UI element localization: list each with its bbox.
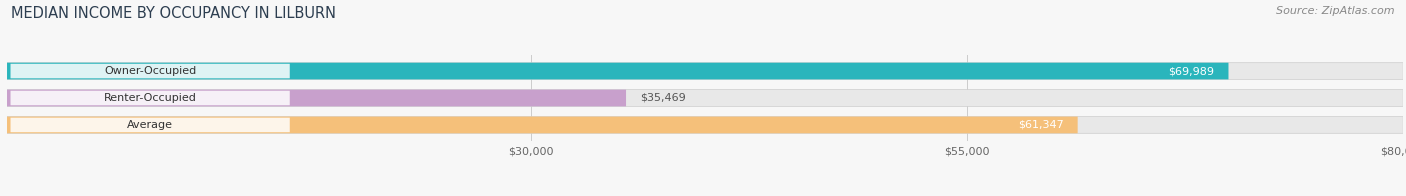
FancyBboxPatch shape bbox=[7, 90, 626, 106]
FancyBboxPatch shape bbox=[7, 63, 1403, 79]
FancyBboxPatch shape bbox=[10, 118, 290, 132]
Text: Source: ZipAtlas.com: Source: ZipAtlas.com bbox=[1277, 6, 1395, 16]
Text: Renter-Occupied: Renter-Occupied bbox=[104, 93, 197, 103]
Text: $69,989: $69,989 bbox=[1168, 66, 1215, 76]
FancyBboxPatch shape bbox=[10, 64, 290, 78]
Text: Owner-Occupied: Owner-Occupied bbox=[104, 66, 197, 76]
FancyBboxPatch shape bbox=[7, 117, 1077, 133]
Text: MEDIAN INCOME BY OCCUPANCY IN LILBURN: MEDIAN INCOME BY OCCUPANCY IN LILBURN bbox=[11, 6, 336, 21]
FancyBboxPatch shape bbox=[7, 117, 1403, 133]
Text: $61,347: $61,347 bbox=[1018, 120, 1064, 130]
Text: $35,469: $35,469 bbox=[640, 93, 686, 103]
FancyBboxPatch shape bbox=[7, 90, 1403, 106]
FancyBboxPatch shape bbox=[7, 63, 1229, 79]
Text: Average: Average bbox=[127, 120, 173, 130]
FancyBboxPatch shape bbox=[10, 91, 290, 105]
